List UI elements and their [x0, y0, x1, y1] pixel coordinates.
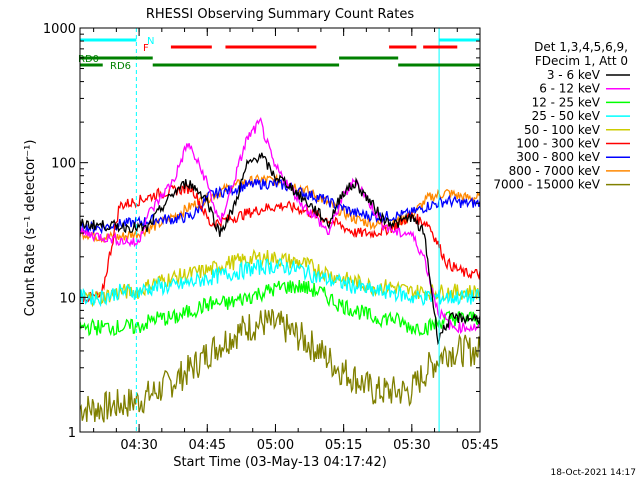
legend-label-6: 300 - 800 keV: [516, 150, 600, 164]
flag-label-rd0: RD0: [78, 54, 99, 65]
y-tick-label-3: 1000: [43, 22, 76, 37]
x-axis-label: Start Time (03-May-13 04:17:42): [173, 455, 387, 470]
legend-label-2: 12 - 25 keV: [532, 95, 601, 109]
legend-label-4: 50 - 100 keV: [524, 123, 601, 137]
axis-layer: 04:30 04:45 05:00 05:15 05:30 05:45 1 10 100 1000: [43, 22, 499, 453]
x-tick-label-1: 04:45: [189, 438, 226, 453]
footer-timestamp: 18-Oct-2021 14:17: [551, 468, 636, 478]
series-line-25-50-kev: [80, 257, 480, 308]
series-line-3-6-kev: [80, 152, 480, 346]
legend-label-7: 800 - 7000 keV: [509, 164, 601, 178]
x-tick-label-3: 05:15: [325, 438, 362, 453]
flag-label-f: F: [143, 43, 149, 54]
flag-label-n: N: [147, 36, 154, 47]
series-line-7000-15000-kev: [80, 308, 480, 423]
legend-label-5: 100 - 300 keV: [516, 137, 600, 151]
y-axis-label: Count Rate (s⁻¹ detector⁻¹): [23, 140, 38, 317]
legend-label-3: 25 - 50 keV: [532, 109, 601, 123]
y-tick-label-1: 10: [59, 291, 76, 306]
legend-header-0: Det 1,3,4,5,6,9,: [534, 40, 628, 54]
chart-title: RHESSI Observing Summary Count Rates: [146, 7, 415, 22]
legend-header-1: FDecim 1, Att 0: [535, 54, 628, 68]
y-tick-label-0: 1: [68, 426, 76, 441]
x-tick-label-2: 05:00: [257, 438, 294, 453]
legend: Det 1,3,4,5,6,9,FDecim 1, Att 03 - 6 keV…: [493, 40, 630, 192]
series-layer: [80, 116, 480, 423]
x-tick-label-4: 05:30: [393, 438, 430, 453]
flag-layer: NF RD0 RD6: [78, 28, 481, 432]
x-tick-label-0: 04:30: [120, 438, 157, 453]
legend-label-0: 3 - 6 keV: [547, 68, 601, 82]
plot-frame: [79, 27, 481, 433]
series-line-12-25-kev: [80, 279, 480, 337]
series-line-300-800-kev: [80, 178, 480, 235]
x-tick-label-5: 05:45: [461, 438, 498, 453]
legend-label-1: 6 - 12 keV: [539, 82, 601, 96]
series-line-6-12-kev: [80, 116, 480, 335]
legend-label-8: 7000 - 15000 keV: [493, 178, 600, 192]
y-tick-label-2: 100: [51, 157, 76, 172]
flag-label-rd6: RD6: [110, 61, 131, 72]
